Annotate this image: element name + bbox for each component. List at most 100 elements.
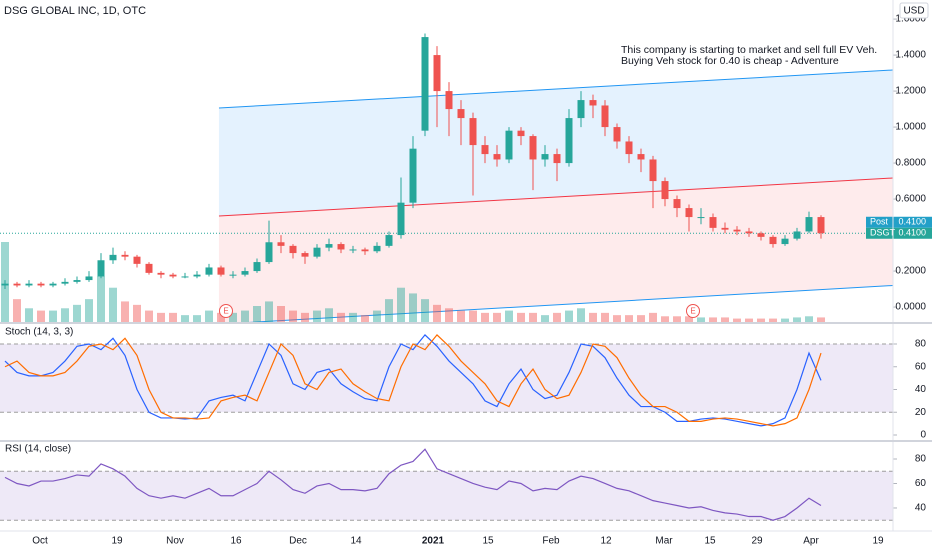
candle-body	[61, 281, 69, 284]
currency: USD	[903, 6, 924, 17]
candle-body	[373, 245, 381, 252]
volume-bar	[241, 310, 249, 322]
candle-body	[673, 199, 681, 209]
channel-line	[218, 69, 893, 109]
volume-bar	[649, 312, 657, 322]
candle-body	[793, 231, 801, 239]
candle-body	[289, 245, 297, 254]
candle-body	[337, 244, 345, 250]
channel-line	[218, 177, 893, 217]
x-tick-label: Dec	[289, 536, 307, 547]
candle-body	[241, 271, 249, 275]
x-tick-label: 15	[704, 536, 716, 547]
candle-body	[121, 254, 129, 257]
volume-bar	[253, 306, 261, 322]
y-tick-label: 0.6000	[895, 194, 926, 205]
volume-bar	[49, 310, 57, 322]
candle-body	[421, 37, 429, 131]
channel-fill-lower	[218, 178, 893, 322]
candle-body	[325, 244, 333, 248]
y-tick-label: 60	[915, 361, 927, 372]
price-label-name: DSGT	[870, 228, 896, 238]
x-tick-label: 2021	[422, 536, 445, 547]
candle-body	[505, 130, 513, 160]
volume-bar	[205, 310, 213, 322]
volume-bar	[565, 310, 573, 322]
volume-bar	[661, 316, 669, 322]
candle-body	[577, 100, 585, 119]
annotation: This company is starting to market and s…	[621, 44, 877, 56]
volume-bar	[745, 318, 753, 322]
x-tick-label: 19	[872, 536, 884, 547]
volume-bar	[25, 308, 33, 322]
candle-body	[565, 118, 573, 164]
volume-bar	[85, 299, 93, 322]
volume-bar	[157, 312, 165, 322]
x-tick-label: 29	[751, 536, 763, 547]
volume-bar	[817, 317, 825, 322]
candle-body	[733, 229, 741, 232]
candle-body	[49, 283, 57, 286]
volume-bar	[385, 299, 393, 322]
candle-body	[181, 276, 189, 278]
candle-body	[97, 260, 105, 277]
candle-body	[169, 274, 177, 277]
candle-body	[205, 267, 213, 275]
indicator-line	[4, 334, 822, 427]
candle-body	[145, 263, 153, 273]
volume-bar	[589, 312, 597, 322]
candle-body	[457, 109, 465, 119]
y-tick-label: 0.2000	[895, 266, 926, 277]
candle-body	[445, 91, 453, 110]
candle-body	[661, 181, 669, 200]
volume-bar	[217, 312, 225, 322]
plot-layer: 0.00000.20000.40000.60000.80001.00001.20…	[0, 14, 932, 547]
volume-bar	[637, 315, 645, 322]
indicator-line	[4, 448, 822, 521]
candle-body	[85, 276, 93, 281]
candle-body	[649, 159, 657, 182]
event-label: E	[223, 307, 228, 316]
candle-body	[637, 154, 645, 160]
x-tick-label: Mar	[655, 536, 673, 547]
volume-bar	[373, 310, 381, 322]
chart-title: DSG GLOBAL INC, 1D, OTC	[4, 5, 146, 17]
volume-bar	[37, 310, 45, 322]
candle-body	[313, 247, 321, 257]
price-label-box	[866, 227, 932, 239]
volume-bar	[229, 312, 237, 322]
volume-bar	[613, 315, 621, 322]
candle-body	[349, 249, 357, 251]
volume-bar	[433, 304, 441, 322]
candle-body	[805, 217, 813, 232]
channel-line	[247, 284, 893, 322]
event-label: E	[690, 307, 695, 316]
y-tick-label: 1.6000	[895, 14, 926, 25]
volume-bar	[553, 312, 561, 322]
x-tick-label: 16	[230, 536, 242, 547]
candle-body	[757, 233, 765, 237]
x-tick-label: Apr	[803, 536, 819, 547]
pane-title: Stoch (14, 3, 3)	[5, 327, 73, 338]
volume-bar	[577, 308, 585, 322]
pane-title: RSI (14, close)	[5, 444, 71, 455]
y-tick-label: 1.2000	[895, 86, 926, 97]
event-marker	[219, 304, 233, 318]
volume-bar	[73, 304, 81, 322]
volume-bar	[337, 312, 345, 322]
y-tick-label: 1.0000	[895, 122, 926, 133]
volume-bar	[289, 310, 297, 322]
volume-bar	[709, 317, 717, 322]
volume-bar	[673, 316, 681, 322]
volume-bar	[109, 287, 117, 322]
indicator-line	[4, 334, 822, 427]
volume-bar	[457, 310, 465, 322]
x-tick-label: Nov	[166, 536, 184, 547]
y-tick-label: 40	[915, 503, 927, 514]
price-label-box	[866, 216, 932, 228]
candle-body	[13, 283, 21, 286]
volume-bar	[325, 308, 333, 322]
y-tick-label: 80	[915, 339, 927, 350]
candle-body	[253, 262, 261, 272]
